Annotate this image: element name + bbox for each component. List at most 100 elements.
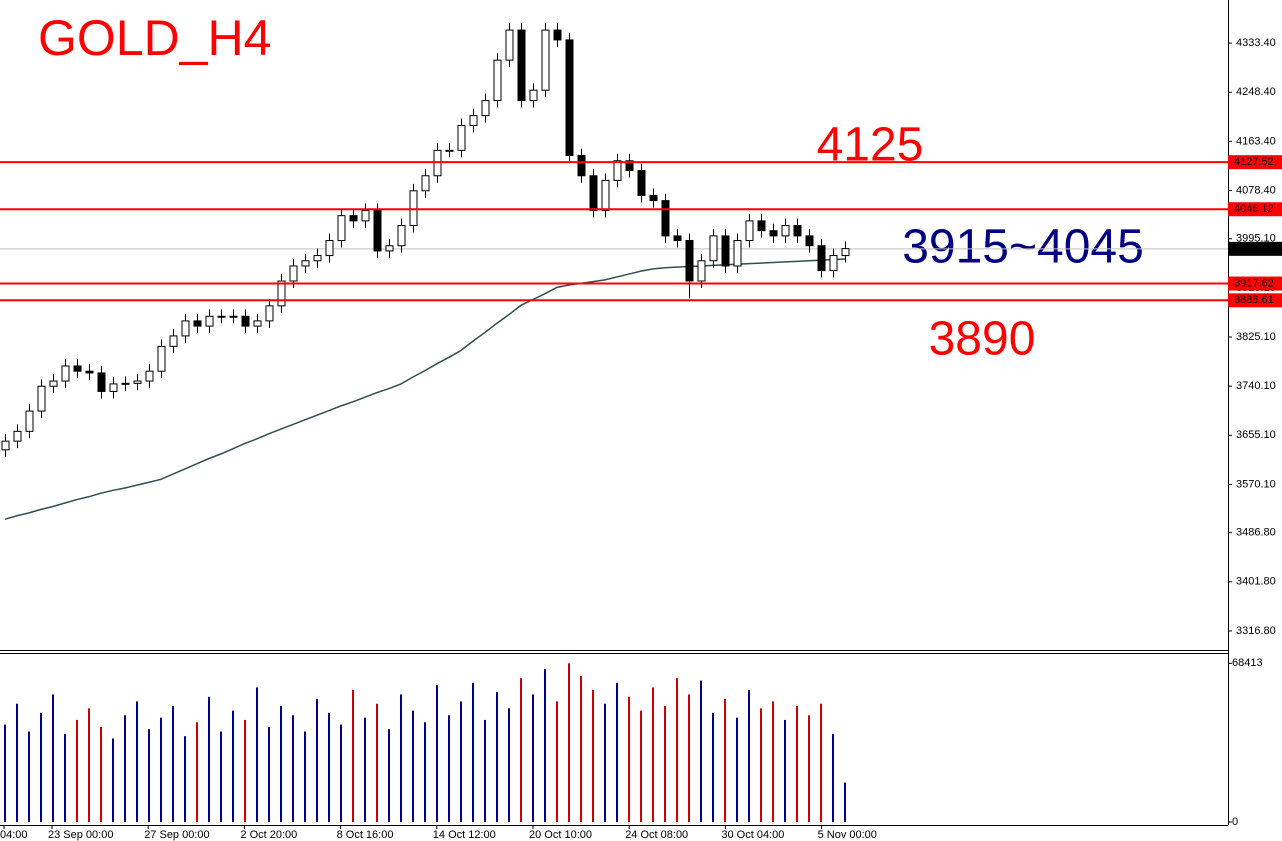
candle-body: [541, 29, 550, 91]
volume-bar: [160, 717, 162, 822]
y-tick-label: 4248.40: [1236, 86, 1276, 98]
volume-bar: [448, 715, 450, 822]
volume-bar: [352, 689, 354, 822]
candle-body: [337, 215, 346, 242]
candle-body: [385, 245, 394, 252]
volume-bar: [652, 687, 654, 822]
candle-body: [733, 240, 742, 267]
volume-bar: [232, 710, 234, 822]
y-tick-label: 3486.80: [1236, 527, 1276, 539]
volume-bar: [184, 736, 186, 822]
volume-tick-label: 0: [1232, 816, 1238, 828]
candle-body: [397, 224, 406, 247]
volume-bar: [64, 733, 66, 822]
volume-bar: [676, 678, 678, 822]
candle-body: [505, 29, 514, 61]
volume-bar: [196, 722, 198, 822]
volume-bar: [832, 733, 834, 822]
candle-body: [361, 209, 370, 222]
x-tick-label: 5 Nov 00:00: [818, 829, 877, 841]
volume-bar: [556, 701, 558, 822]
annotation: 3890: [929, 313, 1036, 366]
candle-body: [481, 100, 490, 117]
volume-bar: [484, 719, 486, 822]
level-label-box: [1228, 293, 1282, 308]
last-price-box: [1228, 241, 1282, 256]
volume-bar: [100, 726, 102, 822]
volume-bar: [532, 694, 534, 822]
level-label: 4127.52: [1234, 156, 1274, 168]
candle-body: [97, 372, 106, 392]
candle-body: [709, 235, 718, 262]
volume-bar: [520, 678, 522, 822]
volume-bar: [508, 708, 510, 822]
candle-body: [25, 410, 34, 432]
y-tick-label: 3655.10: [1236, 429, 1276, 441]
volume-bar: [220, 731, 222, 822]
volume-bar: [628, 696, 630, 822]
candle-body: [265, 305, 274, 322]
y-tick-label: 3995.10: [1236, 233, 1276, 245]
candle-body: [205, 315, 214, 327]
candle-body: [157, 345, 166, 372]
volume-bar: [544, 668, 546, 822]
candle-body: [313, 255, 322, 262]
volume-bar: [844, 782, 846, 822]
candle-body: [133, 380, 142, 384]
volume-bar: [412, 710, 414, 822]
candle-body: [781, 224, 790, 237]
volume-bar: [604, 703, 606, 822]
volume-bar: [28, 731, 30, 822]
x-tick-label: 20 Oct 10:00: [529, 829, 592, 841]
candle-body: [37, 385, 46, 412]
candle-body: [253, 320, 262, 327]
candle-body: [109, 383, 118, 392]
volume-bar: [760, 708, 762, 822]
last-price-label: 3977.63: [1234, 243, 1274, 255]
y-tick-label: 4078.40: [1236, 184, 1276, 196]
volume-bar: [796, 706, 798, 822]
volume-bar: [280, 706, 282, 822]
volume-bar: [568, 663, 570, 822]
volume-bar: [496, 692, 498, 822]
candle-body: [805, 235, 814, 247]
candle-body: [13, 430, 22, 442]
y-tick-label: 3570.10: [1236, 478, 1276, 490]
volume-bar: [736, 717, 738, 822]
level-label: 4046.12: [1234, 203, 1274, 215]
volume-bar: [820, 703, 822, 822]
volume-bar: [664, 706, 666, 822]
volume-bar: [724, 699, 726, 822]
candle-body: [601, 179, 610, 211]
y-tick-label: 3825.10: [1236, 331, 1276, 343]
candle-body: [829, 255, 838, 272]
candle-body: [229, 315, 238, 318]
x-tick-label: 30 Oct 04:00: [721, 829, 784, 841]
candle-body: [73, 365, 82, 372]
x-tick-label: 23 Sep 00:00: [48, 829, 113, 841]
x-tick-label: 04:00: [0, 829, 28, 841]
candle-body: [553, 29, 562, 41]
volume-bar: [76, 719, 78, 822]
volume-tick-label: 68413: [1232, 657, 1263, 669]
volume-bar: [748, 689, 750, 822]
volume-bar: [124, 715, 126, 822]
candle-body: [241, 315, 250, 327]
candle-body: [721, 235, 730, 267]
x-tick-label: 2 Oct 20:00: [240, 829, 297, 841]
volume-bar: [148, 729, 150, 822]
candle-body: [169, 335, 178, 347]
candle-body: [301, 260, 310, 267]
volume-bar: [40, 712, 42, 822]
x-tick-label: 27 Sep 00:00: [144, 829, 209, 841]
x-tick-label: 14 Oct 12:00: [433, 829, 496, 841]
volume-bar: [4, 724, 6, 822]
candle-body: [517, 29, 526, 102]
level-label-box: [1228, 202, 1282, 217]
candle-body: [193, 320, 202, 327]
volume-bar: [328, 712, 330, 822]
candle-body: [649, 194, 658, 202]
volume-bar: [424, 722, 426, 822]
